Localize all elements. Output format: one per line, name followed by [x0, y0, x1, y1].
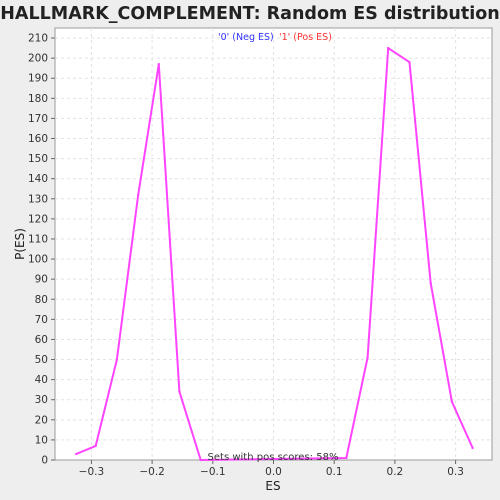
data-point	[158, 63, 160, 65]
y-tick-label: 160	[28, 133, 48, 145]
x-tick-label: 0.0	[265, 466, 282, 478]
data-point	[387, 47, 389, 49]
y-axis-label: P(ES)	[13, 228, 27, 260]
x-tick-label: −0.2	[139, 466, 165, 478]
y-tick-label: 30	[35, 394, 48, 406]
y-tick-label: 20	[35, 414, 48, 426]
y-tick-label: 140	[28, 173, 48, 185]
x-axis-label: ES	[265, 479, 280, 493]
y-axis: 0 10 20 30 40 50 60 70 80 90 100 110 120 130 140 150 160…	[28, 33, 55, 467]
legend-neg-es: '0' (Neg ES)	[218, 32, 274, 43]
y-tick-label: 60	[35, 334, 48, 346]
x-tick-label: −0.1	[200, 466, 226, 478]
data-point	[116, 358, 118, 360]
y-tick-label: 190	[28, 73, 48, 85]
y-tick-label: 130	[28, 193, 48, 205]
x-tick-label: −0.3	[79, 466, 105, 478]
y-tick-label: 210	[28, 33, 48, 45]
chart-title: HALLMARK_COMPLEMENT: Random ES distribut…	[0, 4, 499, 24]
data-point	[366, 356, 368, 358]
data-point	[94, 445, 96, 447]
legend-pos-es: '1' (Pos ES)	[279, 32, 332, 43]
data-point	[75, 453, 77, 455]
y-tick-label: 170	[28, 113, 48, 125]
data-point	[345, 457, 347, 459]
y-tick-label: 110	[28, 233, 48, 245]
y-tick-label: 90	[35, 274, 48, 286]
y-tick-label: 40	[35, 374, 48, 386]
data-point	[178, 390, 180, 392]
pos-scores-annotation: Sets with pos scores: 58%	[208, 452, 339, 463]
x-tick-label: 0.1	[326, 466, 343, 478]
y-tick-label: 70	[35, 314, 48, 326]
data-point	[471, 447, 473, 449]
y-tick-label: 180	[28, 93, 48, 105]
y-tick-label: 120	[28, 213, 48, 225]
data-point	[199, 459, 201, 461]
x-tick-label: 0.2	[387, 466, 404, 478]
y-tick-label: 80	[35, 294, 48, 306]
y-tick-label: 10	[35, 434, 48, 446]
y-tick-label: 150	[28, 153, 48, 165]
y-tick-label: 0	[41, 455, 48, 467]
y-tick-label: 100	[28, 254, 48, 266]
y-tick-label: 200	[28, 53, 48, 65]
data-point	[451, 401, 453, 403]
y-tick-label: 50	[35, 354, 48, 366]
x-tick-label: 0.3	[447, 466, 464, 478]
data-point	[429, 282, 431, 284]
data-point	[408, 61, 410, 63]
data-point	[137, 194, 139, 196]
